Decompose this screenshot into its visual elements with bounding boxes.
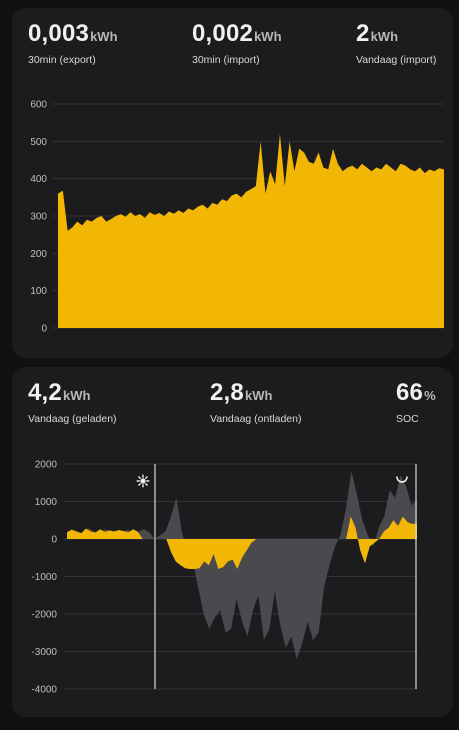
stat-unit: kWh: [90, 29, 118, 44]
y-tick-label: 1000: [35, 497, 58, 508]
stat-value: 2: [356, 20, 370, 47]
energy-chart[interactable]: 0 100 200 300 400 500 600: [12, 88, 453, 348]
stat-label: Vandaag (import): [356, 54, 437, 66]
sun-ray: [138, 482, 142, 486]
y-tick-label: 100: [30, 286, 47, 297]
battery-stats: 4,2kWh Vandaag (geladen) 2,8kWh Vandaag …: [12, 367, 453, 447]
y-tick-label: 400: [30, 174, 47, 185]
stat-label: Vandaag (ontladen): [210, 413, 302, 425]
stat-unit: kWh: [244, 388, 273, 403]
stat-unit: kWh: [370, 29, 399, 44]
y-tick-label: 500: [30, 137, 47, 148]
stat-value: 0,002: [192, 20, 254, 47]
stat-label: SOC: [396, 413, 419, 425]
moon-icon: [396, 476, 408, 483]
moon-arc: [396, 476, 408, 483]
y-tick-label: -1000: [31, 572, 57, 583]
stat-label: 30min (import): [192, 54, 260, 66]
stat-soc[interactable]: 66% SOC: [396, 379, 436, 426]
stat-unit: kWh: [254, 29, 282, 44]
stat-value: 66: [396, 379, 424, 406]
stat-discharged-today[interactable]: 2,8kWh Vandaag (ontladen): [210, 379, 302, 426]
y-tick-label: 0: [51, 535, 57, 546]
stat-label: Vandaag (geladen): [28, 413, 117, 425]
y-tick-label: 200: [30, 249, 47, 260]
stat-label: 30min (export): [28, 54, 96, 66]
y-tick-label: 2000: [35, 460, 58, 471]
battery-card: 4,2kWh Vandaag (geladen) 2,8kWh Vandaag …: [12, 367, 453, 717]
stat-value: 4,2: [28, 379, 62, 406]
y-tick-label: -4000: [31, 685, 57, 696]
sun-core: [140, 478, 146, 484]
stat-charged-today[interactable]: 4,2kWh Vandaag (geladen): [28, 379, 117, 426]
stat-import-30min[interactable]: 0,002kWh 30min (import): [192, 20, 282, 67]
stat-value: 2,8: [210, 379, 244, 406]
y-tick-label: 300: [30, 212, 47, 223]
series-area-0: [58, 133, 444, 328]
stat-export-30min[interactable]: 0,003kWh 30min (export): [28, 20, 118, 67]
stat-unit: kWh: [62, 388, 91, 403]
series-area-0: [67, 516, 417, 569]
battery-chart[interactable]: -4000 -3000 -2000 -1000 0 1000 2000: [12, 447, 453, 707]
energy-stats: 0,003kWh 30min (export) 0,002kWh 30min (…: [12, 8, 453, 88]
sun-icon: [136, 474, 150, 488]
stat-unit: %: [424, 388, 436, 403]
energy-card: 0,003kWh 30min (export) 0,002kWh 30min (…: [12, 8, 453, 358]
sun-ray: [144, 476, 148, 480]
y-tick-label: 600: [30, 100, 47, 111]
stat-value: 0,003: [28, 20, 90, 47]
y-tick-label: 0: [41, 324, 47, 335]
y-tick-label: -2000: [31, 610, 57, 621]
sun-ray: [144, 482, 148, 486]
sun-ray: [138, 476, 142, 480]
stat-import-today[interactable]: 2kWh Vandaag (import): [356, 20, 437, 67]
y-tick-label: -3000: [31, 647, 57, 658]
series-area-1: [67, 471, 417, 659]
